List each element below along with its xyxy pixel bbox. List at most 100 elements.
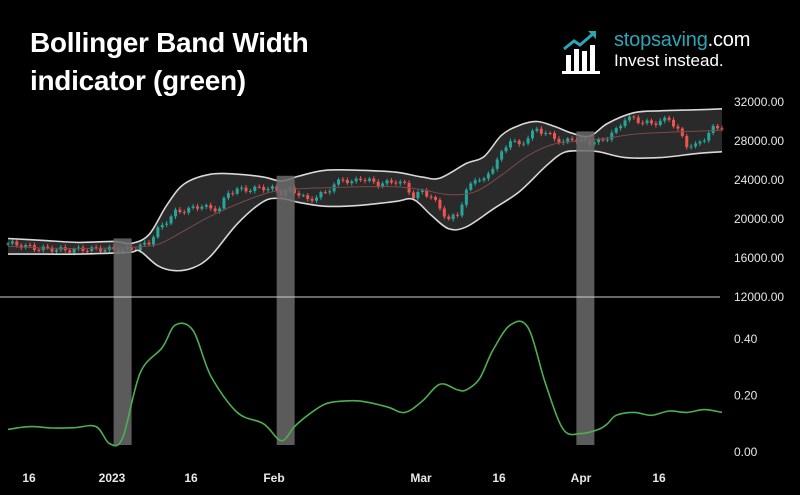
- candle-body: [680, 128, 684, 137]
- bbw-tick-label: 0.40: [734, 332, 758, 346]
- candle-body: [50, 247, 54, 252]
- candle-body: [482, 178, 486, 181]
- candle-body: [231, 193, 235, 195]
- brand-logo: stopsaving.com Invest instead.: [548, 17, 788, 81]
- bbw-axis: 0.40 0.20 0.00: [734, 332, 758, 459]
- candle-body: [570, 138, 574, 140]
- candle-body: [28, 245, 32, 247]
- brand-name-text: stopsaving: [614, 29, 708, 51]
- candle-body: [363, 180, 367, 182]
- candle-body: [187, 207, 191, 213]
- candle-body: [138, 244, 142, 251]
- candle-body: [376, 181, 380, 187]
- squeeze-highlights: [113, 131, 595, 446]
- candle-body: [341, 179, 345, 181]
- candle-body: [240, 187, 244, 189]
- candle-body: [345, 179, 349, 184]
- price-tick-label: 12000.00: [734, 290, 784, 304]
- candle-body: [464, 189, 468, 205]
- candle-body: [610, 132, 614, 140]
- candle-body: [319, 192, 323, 198]
- candle-body: [15, 241, 19, 246]
- candle-body: [451, 214, 455, 220]
- candle-body: [425, 190, 429, 197]
- candle-body: [270, 186, 274, 189]
- candle-body: [535, 128, 539, 131]
- candle-body: [160, 224, 164, 228]
- candle-body: [310, 198, 314, 201]
- candle-body: [504, 147, 508, 152]
- time-tick-label: 2023: [99, 471, 126, 485]
- candle-body: [381, 183, 385, 187]
- candle-body: [702, 140, 706, 142]
- candle-body: [416, 191, 420, 199]
- squeeze-highlight-bar: [113, 238, 132, 445]
- price-tick-label: 16000.00: [734, 251, 784, 265]
- candle-body: [486, 173, 490, 179]
- candle-body: [614, 128, 618, 133]
- candle-body: [94, 247, 98, 249]
- squeeze-highlight-bar: [576, 131, 595, 446]
- candle-body: [315, 197, 319, 201]
- candle-body: [337, 179, 341, 185]
- bbw-line: [7, 320, 723, 447]
- candle-body: [597, 139, 601, 143]
- candle-body: [398, 181, 402, 184]
- candle-body: [72, 249, 76, 253]
- brand-name: stopsaving.com: [614, 29, 750, 52]
- title-line-2: indicator (green): [30, 65, 246, 96]
- candle-body: [85, 250, 89, 252]
- title-line-1: Bollinger Band Width: [30, 27, 309, 58]
- candle-body: [196, 206, 200, 209]
- candle-body: [658, 120, 662, 125]
- candle-body: [649, 120, 653, 124]
- candle-body: [143, 242, 147, 245]
- bar-chart-logo-icon: [562, 31, 600, 74]
- price-tick-label: 32000.00: [734, 95, 784, 109]
- bbw-indicator-line: [7, 320, 723, 447]
- candle-body: [328, 191, 332, 193]
- band-area: [8, 108, 722, 271]
- time-tick-label: 16: [652, 471, 666, 485]
- candle-body: [372, 178, 376, 182]
- candle-body: [367, 178, 371, 181]
- bbw-tick-label: 0.00: [734, 445, 758, 459]
- candle-body: [447, 216, 451, 220]
- candle-body: [442, 208, 446, 217]
- candle-body: [165, 223, 169, 225]
- bollinger-band-fill: [8, 108, 722, 271]
- candle-body: [645, 120, 649, 124]
- candle-body: [654, 123, 658, 125]
- candle-body: [641, 122, 645, 124]
- candle-body: [403, 181, 407, 183]
- candle-body: [156, 227, 160, 238]
- candle-body: [566, 138, 570, 142]
- candle-body: [553, 133, 557, 139]
- candle-body: [253, 186, 257, 191]
- candle-body: [456, 214, 460, 216]
- candle-body: [226, 193, 230, 198]
- candle-body: [359, 178, 363, 181]
- candle-body: [434, 196, 438, 200]
- candle-body: [209, 205, 213, 209]
- time-tick-label: Mar: [410, 471, 432, 485]
- time-tick-label: 16: [184, 471, 198, 485]
- candle-body: [672, 119, 676, 127]
- candle-body: [689, 146, 693, 148]
- candle-body: [103, 249, 107, 252]
- brand-domain: .com: [707, 29, 751, 51]
- candle-body: [354, 178, 358, 182]
- candle-body: [632, 116, 636, 118]
- candle-body: [676, 126, 680, 129]
- candle-body: [636, 117, 640, 123]
- time-axis: 16 2023 16 Feb Mar 16 Apr 16: [22, 471, 666, 485]
- candle-body: [619, 126, 623, 129]
- candle-body: [10, 241, 14, 244]
- candle-body: [663, 117, 667, 121]
- candle-body: [204, 205, 208, 207]
- candle-body: [522, 143, 526, 145]
- candle-body: [420, 190, 424, 192]
- candle-body: [473, 180, 477, 184]
- candle-body: [54, 249, 58, 252]
